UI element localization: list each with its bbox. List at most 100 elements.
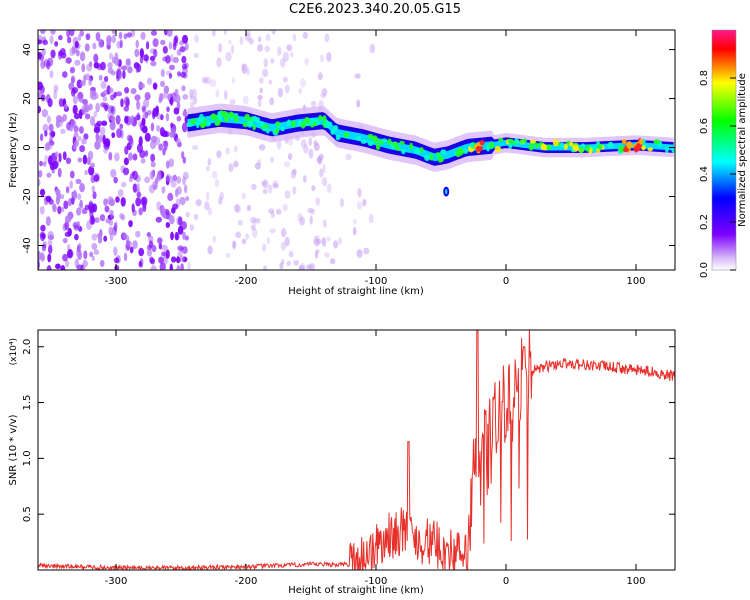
ridge-peak	[455, 150, 462, 158]
noise-blob	[38, 250, 42, 261]
noise-blob	[102, 89, 108, 96]
snr-series	[38, 330, 675, 570]
noise-blob	[139, 56, 144, 64]
noise-blob	[282, 51, 289, 62]
noise-blob	[354, 73, 361, 79]
noise-blob	[86, 63, 93, 72]
noise-blob	[252, 217, 257, 226]
noise-blob	[82, 98, 89, 106]
noise-blob	[356, 249, 363, 258]
noise-blob	[94, 217, 100, 223]
noise-blob	[172, 42, 177, 51]
noise-blob	[182, 231, 186, 240]
noise-blob	[229, 98, 236, 105]
ridge-peak	[355, 136, 362, 141]
noise-blob	[369, 43, 376, 54]
ridge-peak	[262, 127, 269, 132]
noise-blob	[49, 35, 54, 45]
noise-blob	[191, 88, 197, 98]
noise-blob	[182, 110, 188, 118]
noise-blob	[124, 86, 130, 94]
noise-blob	[142, 204, 147, 212]
noise-blob	[146, 248, 153, 257]
noise-blob	[45, 195, 52, 203]
y-tick-label: -20	[22, 188, 33, 204]
noise-blob	[174, 188, 179, 198]
noise-blob	[68, 198, 72, 207]
noise-blob	[322, 163, 326, 174]
noise-blob	[212, 235, 217, 243]
noise-blob	[262, 179, 269, 189]
noise-blob	[150, 265, 157, 270]
noise-blob	[111, 132, 116, 139]
ridge-peak	[569, 141, 574, 147]
ridge-peak	[375, 143, 381, 151]
noise-blob	[69, 47, 75, 57]
noise-blob	[71, 45, 76, 55]
ridge-peak	[280, 126, 285, 132]
noise-blob	[69, 123, 74, 132]
noise-blob	[172, 56, 179, 64]
noise-blob	[134, 94, 141, 101]
noise-blob	[107, 61, 113, 69]
noise-blob	[109, 209, 114, 216]
noise-blob	[146, 110, 152, 116]
noise-blob	[135, 114, 141, 121]
noise-blob	[160, 39, 166, 46]
noise-blob	[234, 204, 241, 214]
noise-blob	[50, 49, 56, 59]
noise-blob	[321, 177, 328, 187]
noise-blob	[84, 169, 88, 176]
noise-blob	[313, 238, 320, 247]
noise-blob	[356, 201, 363, 210]
noise-blob	[82, 154, 88, 165]
noise-blob	[42, 123, 49, 133]
noise-blob	[182, 256, 188, 263]
noise-blob	[181, 85, 186, 92]
noise-blob	[170, 180, 177, 188]
noise-blob	[49, 70, 54, 79]
noise-blob	[185, 196, 190, 202]
noise-blob	[118, 31, 123, 40]
ridge-peak	[647, 147, 653, 152]
noise-blob	[258, 144, 266, 151]
noise-blob	[107, 214, 115, 220]
noise-blob	[58, 35, 63, 41]
noise-blob	[322, 219, 327, 228]
spectrogram-x-label: Height of straight line (km)	[288, 286, 424, 297]
x-tick-label: -100	[365, 276, 388, 287]
ridge-peak	[563, 143, 568, 151]
ridge-peak	[401, 148, 406, 155]
noise-blob	[192, 145, 199, 151]
noise-blob	[352, 226, 357, 236]
colorbar-label: Normalized spectral amplitude	[737, 73, 748, 227]
noise-blob	[290, 169, 297, 179]
noise-blob	[205, 191, 210, 202]
noise-blob	[109, 121, 116, 131]
noise-blob	[40, 224, 46, 232]
noise-blob	[47, 253, 52, 263]
noise-blob	[99, 126, 106, 136]
noise-blob	[74, 224, 80, 231]
noise-blob	[79, 51, 86, 62]
ridge-peak	[514, 138, 519, 144]
noise-blob	[75, 178, 82, 185]
noise-blob	[223, 89, 228, 100]
noise-blob	[320, 237, 326, 245]
noise-blob	[119, 39, 123, 49]
noise-blob	[101, 120, 108, 127]
x-tick-label: -200	[235, 576, 258, 587]
noise-blob	[177, 250, 183, 259]
noise-blob	[292, 33, 297, 42]
noise-blob	[132, 240, 138, 250]
ridge-peak	[559, 142, 565, 148]
noise-blob	[268, 79, 273, 85]
ridge-peak	[367, 140, 374, 147]
noise-blob	[225, 252, 230, 259]
x-tick-label: 100	[626, 576, 645, 587]
noise-blob	[62, 151, 67, 161]
noise-blob	[138, 247, 145, 257]
noise-blob	[279, 58, 286, 68]
noise-blob	[352, 218, 357, 225]
noise-blob	[44, 154, 49, 164]
